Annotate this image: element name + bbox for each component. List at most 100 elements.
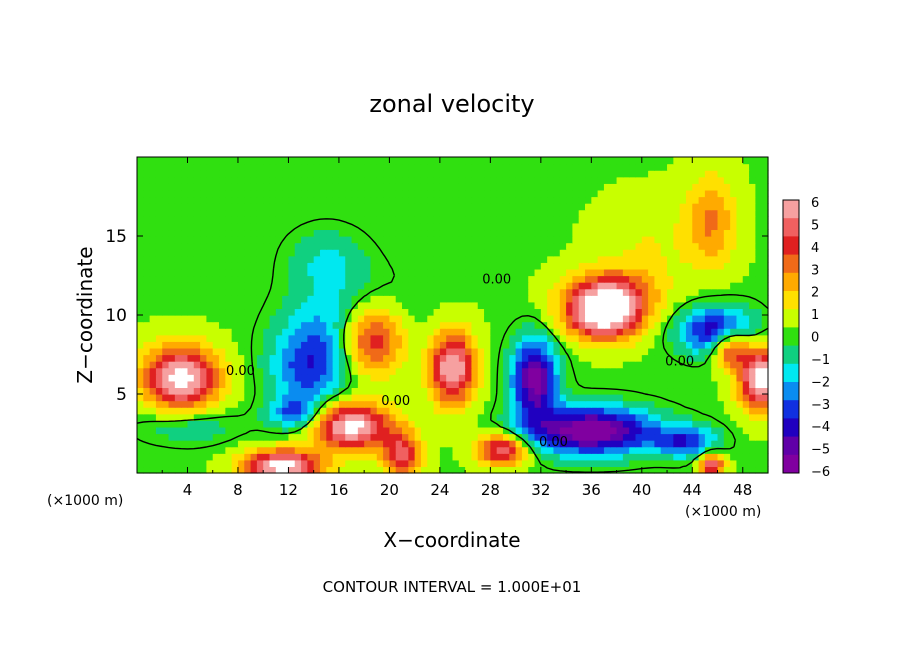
heatmap-cell [263, 282, 271, 290]
heatmap-cell [193, 466, 201, 474]
heatmap-cell [301, 347, 308, 356]
heatmap-cell [174, 229, 182, 237]
heatmap-cell [225, 426, 233, 435]
heatmap-cell [723, 354, 731, 362]
heatmap-cell [307, 374, 315, 382]
heatmap-cell [149, 407, 157, 415]
heatmap-cell [717, 413, 725, 421]
heatmap-cell [559, 183, 567, 191]
heatmap-cell [383, 216, 390, 224]
heatmap-cell [471, 321, 479, 329]
heatmap-cell [187, 183, 195, 191]
heatmap-cell [641, 328, 649, 336]
heatmap-cell [704, 361, 712, 369]
heatmap-cell [692, 459, 700, 468]
heatmap-cell [326, 433, 334, 441]
heatmap-cell [338, 203, 346, 211]
heatmap-cell [667, 426, 674, 435]
heatmap-cell [572, 400, 580, 408]
heatmap-cell [313, 334, 321, 342]
heatmap-cell [603, 361, 611, 369]
colorbar-bin [783, 454, 799, 474]
heatmap-cell [749, 183, 756, 191]
heatmap-cell [622, 308, 630, 316]
heatmap-cell [685, 275, 693, 283]
heatmap-cell [496, 255, 504, 263]
heatmap-cell [376, 453, 384, 461]
heatmap-cell [389, 453, 397, 461]
heatmap-cell [168, 394, 176, 402]
heatmap-cell [528, 189, 536, 198]
heatmap-cell [635, 268, 643, 277]
heatmap-cell [275, 209, 283, 217]
heatmap-cell [578, 407, 586, 415]
heatmap-cell [603, 315, 611, 323]
heatmap-cell [351, 440, 359, 448]
heatmap-cell [534, 163, 542, 171]
heatmap-cell [610, 380, 618, 389]
heatmap-cell [730, 341, 738, 349]
heatmap-cell [269, 262, 277, 270]
heatmap-cell [174, 321, 182, 329]
heatmap-cell [591, 203, 599, 211]
x-tick-label: 24 [430, 481, 449, 499]
heatmap-cell [723, 203, 731, 211]
heatmap-cell [212, 420, 220, 428]
heatmap-cell [143, 400, 151, 408]
heatmap-cell [723, 367, 731, 375]
heatmap-cell [345, 380, 353, 389]
heatmap-cell [458, 466, 466, 474]
heatmap-cell [244, 347, 252, 356]
heatmap-cell [484, 328, 491, 336]
colorbar-tick-label: 0 [811, 331, 819, 346]
heatmap-cell [667, 268, 674, 277]
heatmap-cell [679, 341, 687, 349]
heatmap-cell [326, 163, 334, 171]
heatmap-cell [578, 413, 586, 421]
heatmap-cell [288, 459, 296, 468]
heatmap-cell [553, 440, 561, 448]
heatmap-cell [704, 347, 712, 356]
heatmap-cell [654, 255, 662, 263]
heatmap-cell [616, 236, 624, 244]
heatmap-cell [736, 288, 744, 296]
heatmap-cell [452, 229, 460, 237]
heatmap-cell [395, 268, 403, 277]
heatmap-cell [528, 262, 536, 270]
heatmap-cell [288, 163, 296, 171]
heatmap-cell [174, 163, 182, 171]
heatmap-cell [660, 209, 668, 217]
heatmap-cell [181, 407, 189, 415]
heatmap-cell [389, 308, 397, 316]
heatmap-cell [427, 367, 435, 375]
heatmap-cell [351, 229, 359, 237]
heatmap-cell [244, 466, 252, 474]
heatmap-cell [225, 268, 233, 277]
heatmap-cell [742, 347, 750, 356]
heatmap-cell [168, 209, 176, 217]
colorbar-tick-label: 3 [811, 263, 819, 278]
heatmap-cell [282, 157, 290, 165]
heatmap-cell [452, 268, 460, 277]
heatmap-cell [572, 426, 580, 435]
heatmap-cell [206, 157, 214, 165]
heatmap-cell [648, 466, 656, 474]
heatmap-cell [357, 413, 365, 421]
heatmap-cell [307, 446, 315, 454]
heatmap-cell [591, 374, 599, 382]
heatmap-cell [673, 196, 681, 204]
heatmap-cell [319, 163, 327, 171]
heatmap-cell [610, 466, 618, 474]
heatmap-cell [288, 282, 296, 290]
heatmap-cell [433, 328, 441, 336]
heatmap-cell [200, 282, 208, 290]
heatmap-cell [326, 170, 334, 178]
x-tick-label: 4 [183, 481, 193, 499]
heatmap-cell [730, 374, 738, 382]
heatmap-cell [370, 420, 378, 428]
heatmap-cell [553, 163, 561, 171]
heatmap-cell [313, 157, 321, 165]
heatmap-cell [711, 321, 719, 329]
heatmap-cell [471, 288, 479, 296]
heatmap-cell [723, 407, 731, 415]
